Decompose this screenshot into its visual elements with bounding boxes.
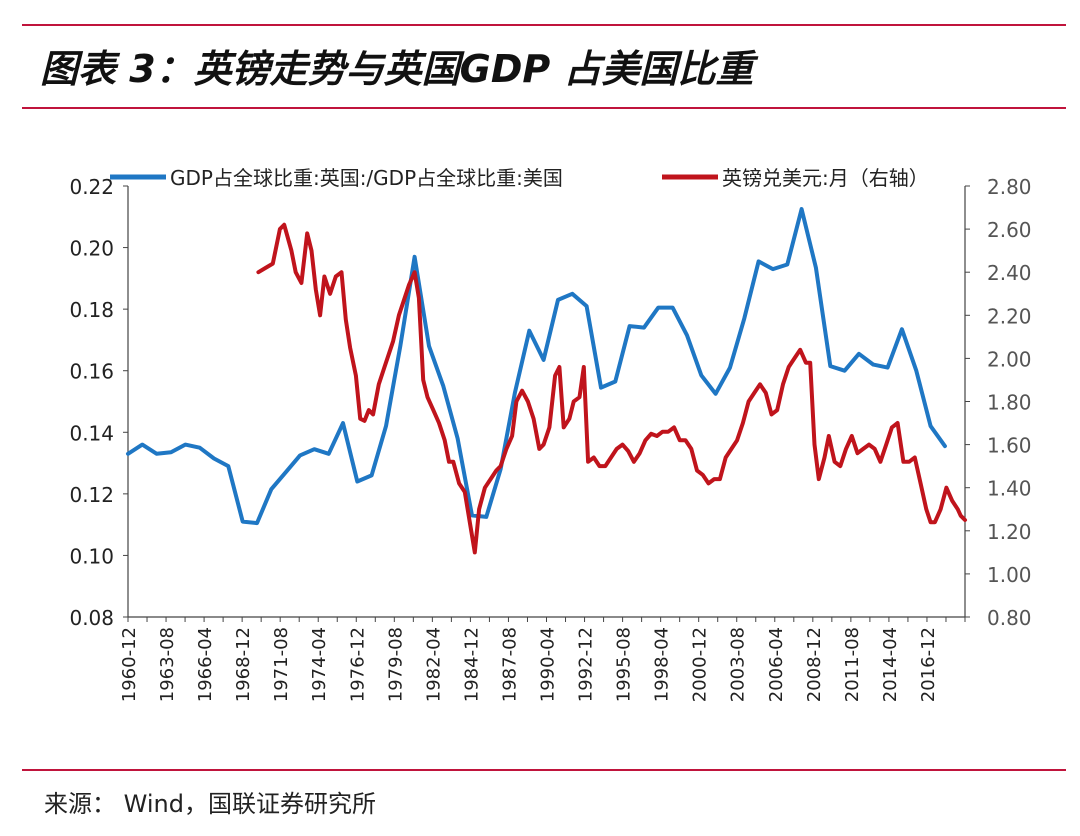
x-tick-label: 1982-04 <box>423 627 444 702</box>
y-right-tick-label: 0.80 <box>987 606 1032 630</box>
x-tick-label: 1990-04 <box>538 627 559 702</box>
y-right-tick-label: 1.80 <box>987 391 1032 415</box>
y-left-tick-label: 0.18 <box>69 298 114 322</box>
x-tick-label: 2011-08 <box>842 627 863 702</box>
x-tick-label: 1995-08 <box>614 627 635 702</box>
x-tick-label: 1987-08 <box>499 627 520 702</box>
y-left-tick-label: 0.10 <box>69 544 114 568</box>
chart-series <box>126 207 967 555</box>
y-left-tick-label: 0.22 <box>69 175 114 199</box>
x-tick-label: 1979-08 <box>385 627 406 702</box>
y-left-tick-label: 0.08 <box>69 606 114 630</box>
chart-legend: GDP占全球比重:英国:/GDP占全球比重:美国 英镑兑美元:月（右轴） <box>110 166 929 190</box>
y-right-tick-label: 1.20 <box>987 520 1032 544</box>
y-right-tick-label: 2.20 <box>987 304 1032 328</box>
x-tick-label: 2008-12 <box>804 627 825 702</box>
y-left-tick-label: 0.16 <box>69 360 114 384</box>
legend-label-gbp-usd: 英镑兑美元:月（右轴） <box>722 166 929 190</box>
page-title: 图表 3：英镑走势与英国GDP 占美国比重 <box>40 47 754 91</box>
y-right-tick-label: 2.40 <box>987 261 1032 285</box>
legend-label-gdp-ratio: GDP占全球比重:英国:/GDP占全球比重:美国 <box>170 166 563 190</box>
chart-axes: 0.08 0.10 0.12 0.14 0.16 0.18 0.20 0.22 0.80 1.00… <box>69 175 1031 702</box>
y-right-tick-label: 1.60 <box>987 434 1032 458</box>
x-tick-label: 1974-04 <box>309 627 330 702</box>
x-tick-label: 1960-12 <box>119 627 140 702</box>
x-tick-label: 2014-04 <box>880 627 901 702</box>
x-tick-label: 2006-04 <box>766 627 787 702</box>
x-tick-label: 1966-04 <box>195 627 216 702</box>
y-right-tick-label: 2.60 <box>987 218 1032 242</box>
title-rule <box>22 107 1066 109</box>
source-note: 来源： Wind，国联证券研究所 <box>44 790 376 818</box>
series-line-gdp-ratio <box>126 207 947 526</box>
x-tick-label: 2016-12 <box>918 627 939 702</box>
x-tick-label: 2003-08 <box>728 627 749 702</box>
series-line-gbp-usd <box>256 222 967 555</box>
x-tick-label: 1963-08 <box>157 627 178 702</box>
y-right-tick-label: 1.00 <box>987 563 1032 587</box>
x-tick-label: 1984-12 <box>461 627 482 702</box>
bottom-rule <box>22 769 1066 771</box>
x-tick-label: 2000-12 <box>690 627 711 702</box>
top-rule <box>22 24 1066 26</box>
y-left-tick-label: 0.20 <box>69 237 114 261</box>
y-left-tick-label: 0.14 <box>69 421 114 445</box>
x-tick-label: 1968-12 <box>233 627 254 702</box>
x-tick-label: 1971-08 <box>271 627 292 702</box>
y-right-tick-label: 2.80 <box>987 175 1032 199</box>
x-tick-label: 1998-04 <box>652 627 673 702</box>
y-right-tick-label: 2.00 <box>987 347 1032 371</box>
y-left-tick-label: 0.12 <box>69 483 114 507</box>
x-tick-label: 1992-12 <box>576 627 597 702</box>
chart: 0.08 0.10 0.12 0.14 0.16 0.18 0.20 0.22 0.80 1.00… <box>69 166 1031 702</box>
x-tick-label: 1976-12 <box>347 627 368 702</box>
y-right-tick-label: 1.40 <box>987 477 1032 501</box>
